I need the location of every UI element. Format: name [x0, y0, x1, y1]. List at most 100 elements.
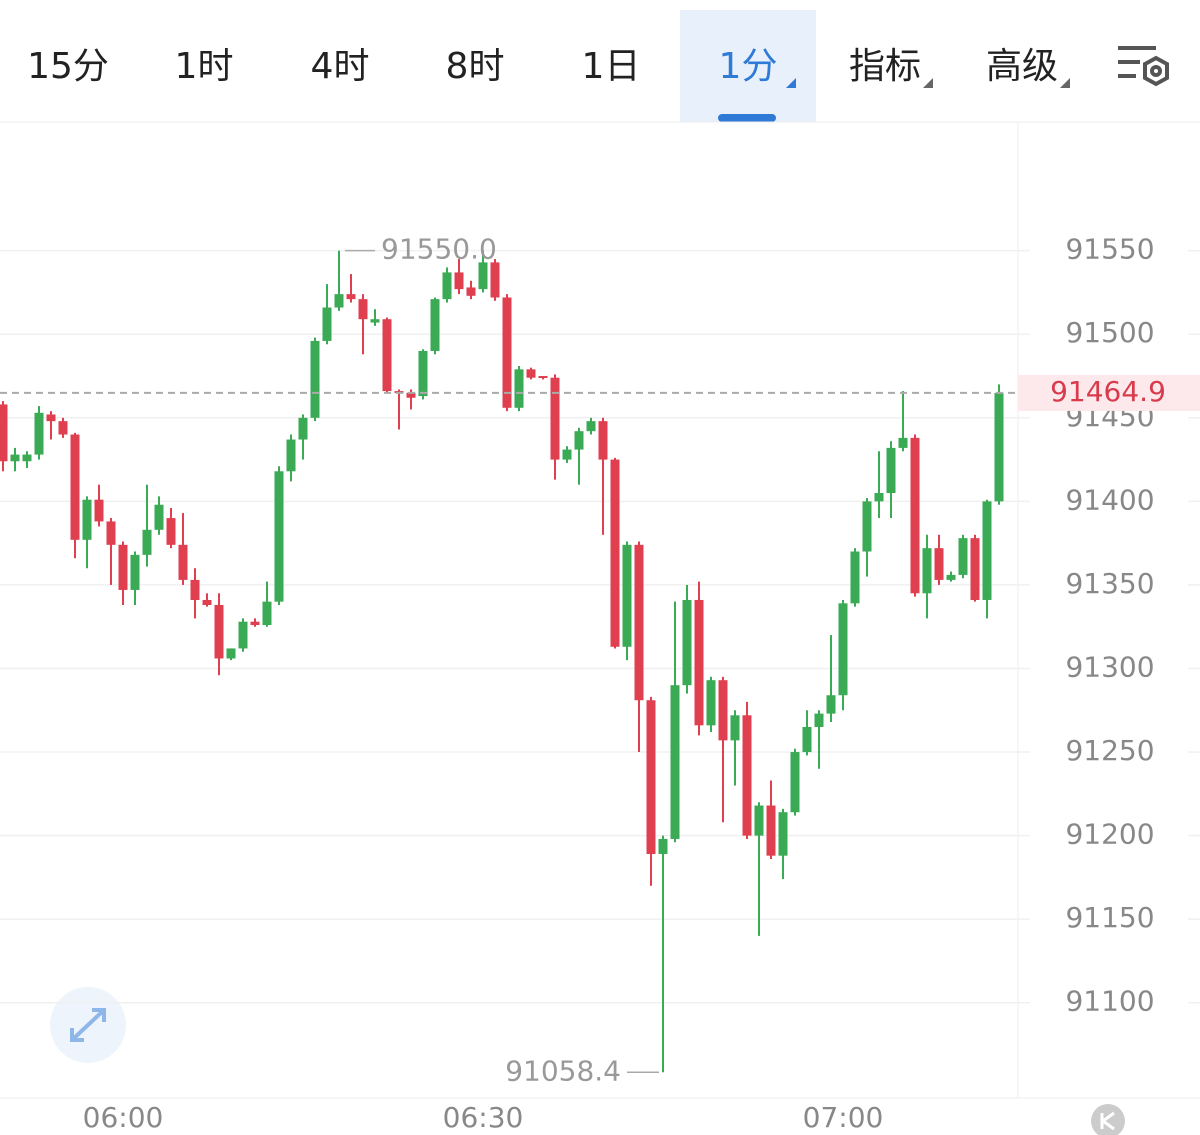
dropdown-marker	[1060, 78, 1070, 88]
candle-body	[730, 715, 740, 741]
tab[interactable]: 1日	[582, 46, 641, 87]
candle-body	[454, 272, 464, 290]
candle-body	[502, 297, 512, 408]
candle-body	[142, 529, 152, 555]
candle-body	[274, 471, 284, 602]
candle-body	[526, 369, 536, 378]
candle-body	[106, 521, 116, 545]
candle-body	[190, 579, 200, 600]
candle-body	[202, 599, 212, 605]
candle-body	[298, 417, 308, 440]
candle-body	[10, 454, 20, 462]
tab-highlight	[680, 10, 816, 122]
candle-body	[646, 700, 656, 854]
tab[interactable]: 1分	[719, 46, 778, 87]
candle-body	[622, 544, 632, 647]
tab[interactable]: 指标	[849, 46, 921, 87]
candle-body	[982, 501, 992, 600]
candle-body	[778, 812, 788, 856]
candle-body	[682, 599, 692, 686]
tab[interactable]: 8时	[446, 46, 505, 87]
candle-body	[0, 404, 8, 462]
candle-body	[718, 680, 728, 741]
candle-body	[166, 518, 176, 545]
y-tick-label: 91100	[1065, 985, 1154, 1018]
x-tick-label: 06:30	[443, 1101, 524, 1134]
candle-body	[94, 499, 104, 522]
candle-body	[250, 621, 260, 626]
last-price-badge	[1018, 374, 1200, 411]
dropdown-marker	[923, 78, 933, 88]
y-tick-label: 91500	[1065, 316, 1154, 349]
candle-body	[766, 805, 776, 856]
y-tick-label: 91350	[1065, 567, 1154, 600]
y-tick-label: 91550	[1065, 233, 1154, 266]
y-tick-label: 91300	[1065, 650, 1154, 683]
candle-body	[22, 454, 32, 462]
candle-body	[562, 449, 572, 460]
candle-body	[658, 838, 668, 854]
candle-body	[130, 554, 140, 590]
candle-body	[466, 287, 476, 296]
candle-body	[574, 431, 584, 450]
candle-body	[118, 544, 128, 590]
tab[interactable]: 4时	[311, 46, 370, 87]
candle-body	[934, 548, 944, 580]
candle-body	[262, 601, 272, 626]
candle-body	[430, 299, 440, 351]
candle-body	[514, 369, 524, 408]
candle-body	[226, 648, 236, 659]
candle-body	[862, 501, 872, 552]
candle-body	[418, 350, 428, 397]
expand-button[interactable]	[50, 987, 126, 1063]
y-tick-label: 91150	[1065, 901, 1154, 934]
high-marker-label: 91550.0	[381, 233, 497, 266]
settings-icon[interactable]	[1118, 46, 1169, 87]
candle-body	[694, 599, 704, 726]
candle-body	[238, 621, 248, 649]
candle-body	[406, 392, 416, 398]
candle-body	[82, 499, 92, 540]
candle-body	[70, 434, 80, 540]
tab-underline	[718, 114, 776, 122]
candle-body	[46, 414, 56, 422]
candle-body	[58, 421, 68, 435]
last-price-label: 91464.9	[1050, 375, 1166, 408]
candle-body	[826, 695, 836, 714]
candle-body	[550, 377, 560, 460]
candle-body	[490, 262, 500, 298]
candle-body	[538, 376, 548, 379]
candle-body	[310, 340, 320, 418]
candle-body	[478, 262, 488, 290]
candle-body	[838, 603, 848, 696]
candle-body	[322, 307, 332, 341]
k-button[interactable]	[1091, 1104, 1125, 1135]
candle-body	[970, 538, 980, 600]
tab[interactable]: 高级	[986, 46, 1058, 87]
tab[interactable]: 15分	[27, 46, 109, 87]
y-tick-label: 91200	[1065, 818, 1154, 851]
dropdown-marker	[786, 78, 796, 88]
candle-body	[670, 685, 680, 839]
candle-body	[850, 551, 860, 604]
candle-body	[154, 504, 164, 530]
candle-body	[790, 752, 800, 813]
tab[interactable]: 1时	[175, 46, 234, 87]
candle-body	[754, 805, 764, 836]
candle-body	[334, 294, 344, 308]
x-tick-label: 07:00	[803, 1101, 884, 1134]
candle-body	[946, 574, 956, 580]
candle-body	[370, 319, 380, 323]
candle-body	[34, 412, 44, 455]
candle-body	[178, 544, 188, 580]
x-tick-label: 06:00	[83, 1101, 164, 1134]
candle-body	[610, 459, 620, 647]
y-tick-label: 91400	[1065, 483, 1154, 516]
candle-body	[358, 299, 368, 320]
candle-body	[382, 319, 392, 392]
candle-body	[874, 493, 884, 502]
candle-body	[742, 715, 752, 836]
candle-body	[634, 544, 644, 701]
